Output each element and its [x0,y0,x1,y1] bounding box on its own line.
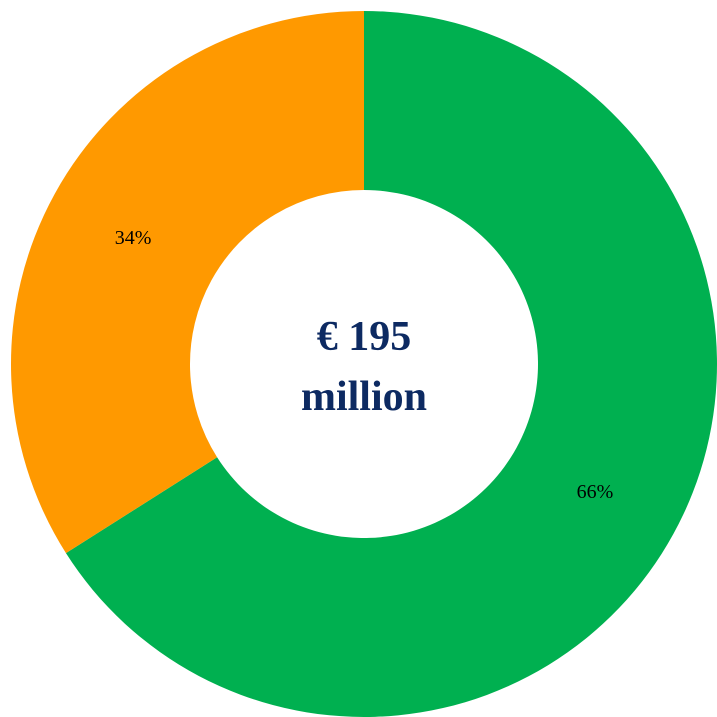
donut-slice-0 [65,11,717,717]
slice-label-1: 34% [115,227,152,249]
donut-slice-1 [10,11,364,554]
donut-slices [10,11,717,717]
center-total-unit: million [301,374,427,420]
center-total-value: € 195 [317,314,412,360]
slice-label-0: 66% [577,481,614,503]
slice-labels: 66% 34% [115,227,613,503]
